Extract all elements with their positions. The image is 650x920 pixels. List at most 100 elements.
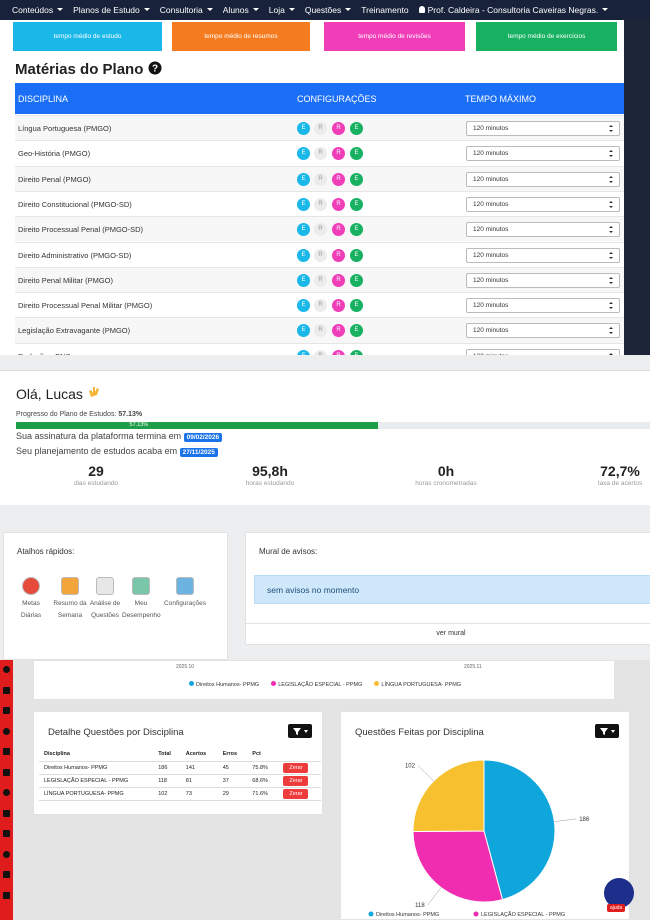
config-toggle[interactable]: R: [314, 172, 327, 186]
shortcut-label: Resumo da Semana: [53, 600, 87, 619]
header-cell: CONFIGURAÇÕES: [297, 94, 377, 104]
config-toggle[interactable]: R: [332, 349, 345, 355]
config-toggle[interactable]: R: [332, 172, 345, 186]
config-toggle[interactable]: R: [332, 248, 345, 262]
config-toggle[interactable]: R: [332, 273, 345, 287]
nav-item[interactable]: Questões: [305, 5, 352, 15]
time-select[interactable]: 120 minutos: [466, 348, 620, 355]
help-icon[interactable]: ?: [148, 61, 162, 75]
config-toggle[interactable]: E: [297, 147, 310, 161]
config-toggle[interactable]: E: [350, 172, 363, 186]
nav-item[interactable]: Prof. Caldeira - Consultoria Caveiras Ne…: [418, 5, 609, 15]
config-toggle[interactable]: E: [350, 349, 363, 355]
sidebar-icon[interactable]: [3, 748, 10, 755]
time-select[interactable]: 120 minutos: [466, 171, 620, 187]
reset-button[interactable]: Zerar: [283, 775, 309, 786]
config-toggle[interactable]: R: [314, 248, 327, 262]
stat-value: 29: [88, 463, 104, 479]
shortcut[interactable]: Metas Diárias: [12, 577, 50, 622]
notices-link[interactable]: ver mural: [436, 630, 466, 637]
config-toggle[interactable]: E: [350, 273, 363, 287]
config-toggle[interactable]: E: [350, 223, 363, 237]
sidebar-icon[interactable]: [3, 686, 10, 694]
legend-text: Direitos Humanos- PPMG: [376, 912, 439, 918]
config-toggle[interactable]: R: [314, 122, 327, 135]
shortcut[interactable]: Resumo da Semana: [51, 577, 89, 622]
select-arrows: [609, 155, 613, 158]
dark-edge: [624, 20, 650, 355]
help-avatar[interactable]: [604, 878, 634, 908]
subject-name: Direito Processual Penal Militar (PMGO): [18, 301, 153, 311]
legend-text: LEGISLAÇÃO ESPECIAL - PPMG: [481, 911, 565, 918]
config-toggle[interactable]: E: [350, 248, 363, 262]
config-toggle[interactable]: R: [332, 147, 345, 161]
config-toggle[interactable]: E: [350, 197, 363, 211]
config-toggle[interactable]: E: [297, 324, 310, 338]
config-toggle[interactable]: E: [350, 324, 363, 338]
config-toggle[interactable]: E: [350, 122, 363, 135]
sidebar-icon[interactable]: [3, 891, 10, 899]
nav-item[interactable]: Treinamento: [361, 5, 408, 15]
filter-button[interactable]: [595, 724, 619, 738]
shortcut[interactable]: Análise de Questões: [86, 577, 124, 622]
time-select[interactable]: 120 minutos: [466, 222, 620, 238]
time-select[interactable]: 120 minutos: [466, 146, 620, 162]
sidebar-icon[interactable]: [3, 727, 10, 735]
config-toggle[interactable]: R: [314, 197, 327, 211]
time-select[interactable]: 120 minutos: [466, 247, 620, 263]
help-label[interactable]: ajuda: [607, 904, 626, 912]
config-toggle[interactable]: E: [297, 223, 310, 237]
config-toggle[interactable]: R: [314, 223, 327, 237]
config-toggle[interactable]: E: [297, 122, 310, 135]
sidebar-icon[interactable]: [3, 809, 10, 817]
sidebar-icon[interactable]: [3, 666, 10, 673]
nav-item[interactable]: Consultoria: [160, 5, 213, 15]
sidebar-icon[interactable]: [3, 830, 10, 837]
config-toggle[interactable]: R: [314, 273, 327, 287]
subjects-heading: Matérias do Plano ?: [15, 61, 162, 78]
config-toggle[interactable]: R: [314, 324, 327, 338]
subject-row: Geo-História (PMGO) E R R E 120 minutos: [15, 140, 624, 166]
sidebar-icon[interactable]: [3, 768, 10, 776]
time-select[interactable]: 120 minutos: [466, 298, 620, 314]
config-toggle[interactable]: E: [297, 273, 310, 287]
config-toggle[interactable]: R: [332, 197, 345, 211]
config-toggle[interactable]: E: [350, 299, 363, 313]
config-toggle[interactable]: R: [314, 147, 327, 161]
nav-item[interactable]: Conteúdos: [12, 5, 64, 15]
caret: [143, 8, 150, 14]
time-select[interactable]: 120 minutos: [466, 272, 620, 288]
shortcut[interactable]: Configurações: [160, 577, 210, 610]
config-toggle[interactable]: R: [314, 299, 327, 313]
config-toggle[interactable]: E: [297, 172, 310, 186]
table-cell: 37: [217, 774, 248, 788]
nav-item[interactable]: Loja: [269, 5, 295, 15]
config-toggle[interactable]: E: [350, 147, 363, 161]
config-toggle[interactable]: R: [332, 122, 345, 135]
config-toggle[interactable]: R: [314, 349, 327, 355]
time-value: 120 minutos: [473, 175, 509, 183]
time-select[interactable]: 120 minutos: [466, 323, 620, 339]
config-toggle[interactable]: E: [297, 349, 310, 355]
reset-button[interactable]: Zerar: [283, 788, 309, 799]
reset-button[interactable]: Zerar: [283, 762, 309, 773]
config-toggle[interactable]: E: [297, 248, 310, 262]
sidebar-icon[interactable]: [3, 707, 10, 714]
nav-item[interactable]: Alunos: [223, 5, 259, 15]
sidebar-icon[interactable]: [3, 871, 10, 878]
config-toggle[interactable]: R: [332, 223, 345, 237]
shortcut[interactable]: Meu Desempenho: [122, 577, 161, 622]
config-toggle[interactable]: E: [297, 197, 310, 211]
time-select[interactable]: 120 minutos: [466, 196, 620, 212]
legend-dot: [271, 681, 277, 686]
sidebar-icon[interactable]: [3, 850, 10, 858]
sidebar-icon[interactable]: [3, 789, 10, 796]
time-select[interactable]: 120 minutos: [466, 121, 620, 136]
config-toggle[interactable]: R: [332, 299, 345, 313]
nav-item[interactable]: Planos de Estudo: [73, 5, 150, 15]
filter-button[interactable]: [288, 724, 312, 738]
config-toggle[interactable]: E: [297, 299, 310, 313]
time-value: 120 minutos: [473, 125, 509, 132]
config-toggle[interactable]: R: [332, 324, 345, 338]
caret: [206, 8, 213, 14]
